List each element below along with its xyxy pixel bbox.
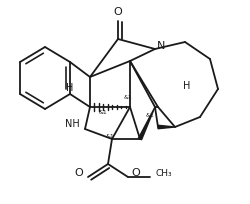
Text: H: H [66, 83, 73, 93]
Text: H: H [183, 81, 190, 91]
Text: O: O [74, 167, 83, 177]
Polygon shape [138, 108, 155, 140]
Text: &1: &1 [146, 113, 154, 118]
Polygon shape [158, 126, 175, 129]
Text: CH₃: CH₃ [155, 169, 172, 178]
Text: &1: &1 [99, 110, 108, 115]
Text: &1: &1 [106, 133, 114, 138]
Text: O: O [131, 167, 140, 177]
Text: &1: &1 [124, 95, 132, 100]
Text: NH: NH [65, 118, 80, 128]
Text: N: N [157, 41, 166, 51]
Text: O: O [114, 7, 122, 17]
